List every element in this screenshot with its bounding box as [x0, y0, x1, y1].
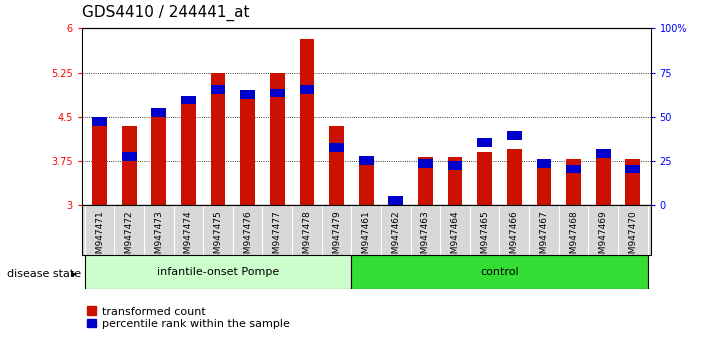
- Bar: [448, 161, 462, 170]
- Bar: [507, 131, 522, 140]
- Bar: [477, 138, 492, 147]
- Bar: [151, 110, 166, 205]
- Bar: [270, 73, 284, 205]
- Bar: [299, 39, 314, 205]
- Bar: [359, 156, 373, 165]
- Text: GSM947464: GSM947464: [451, 210, 459, 265]
- Bar: [181, 96, 196, 104]
- Bar: [329, 126, 344, 205]
- Text: GSM947462: GSM947462: [391, 210, 400, 265]
- Bar: [537, 159, 551, 168]
- Text: GSM947471: GSM947471: [95, 210, 104, 265]
- Text: control: control: [480, 267, 519, 277]
- Bar: [448, 157, 462, 205]
- Bar: [566, 165, 581, 173]
- Text: GSM947476: GSM947476: [243, 210, 252, 265]
- Text: GSM947473: GSM947473: [154, 210, 164, 265]
- Bar: [210, 85, 225, 94]
- Bar: [151, 108, 166, 117]
- Text: GSM947468: GSM947468: [569, 210, 578, 265]
- Bar: [537, 159, 551, 205]
- Bar: [596, 149, 611, 158]
- Bar: [299, 85, 314, 94]
- FancyBboxPatch shape: [85, 255, 351, 289]
- Text: GSM947466: GSM947466: [510, 210, 519, 265]
- Text: GDS4410 / 244441_at: GDS4410 / 244441_at: [82, 5, 250, 21]
- Legend: transformed count, percentile rank within the sample: transformed count, percentile rank withi…: [87, 307, 289, 329]
- Text: GSM947477: GSM947477: [273, 210, 282, 265]
- Text: GSM947467: GSM947467: [540, 210, 548, 265]
- Text: GSM947475: GSM947475: [213, 210, 223, 265]
- Text: GSM947474: GSM947474: [184, 210, 193, 265]
- Bar: [240, 90, 255, 99]
- Bar: [240, 98, 255, 205]
- Bar: [418, 157, 433, 205]
- Bar: [418, 159, 433, 168]
- Text: GSM947479: GSM947479: [332, 210, 341, 265]
- Text: GSM947461: GSM947461: [362, 210, 370, 265]
- FancyBboxPatch shape: [351, 255, 648, 289]
- Bar: [477, 152, 492, 205]
- Bar: [626, 159, 640, 205]
- Bar: [359, 157, 373, 205]
- Bar: [388, 196, 403, 205]
- Bar: [566, 159, 581, 205]
- Bar: [92, 117, 107, 205]
- Bar: [122, 152, 137, 161]
- Text: GSM947465: GSM947465: [480, 210, 489, 265]
- Bar: [210, 73, 225, 205]
- Text: GSM947469: GSM947469: [599, 210, 608, 265]
- Text: disease state: disease state: [7, 269, 81, 279]
- Bar: [270, 88, 284, 97]
- Bar: [626, 165, 640, 173]
- Bar: [596, 152, 611, 205]
- Bar: [507, 149, 522, 205]
- Bar: [388, 198, 403, 205]
- Text: GSM947470: GSM947470: [629, 210, 637, 265]
- Text: infantile-onset Pompe: infantile-onset Pompe: [157, 267, 279, 277]
- Bar: [122, 126, 137, 205]
- Bar: [329, 143, 344, 152]
- Text: GSM947472: GSM947472: [124, 210, 134, 265]
- Text: GSM947463: GSM947463: [421, 210, 430, 265]
- Bar: [181, 103, 196, 205]
- Text: GSM947478: GSM947478: [302, 210, 311, 265]
- Bar: [92, 117, 107, 126]
